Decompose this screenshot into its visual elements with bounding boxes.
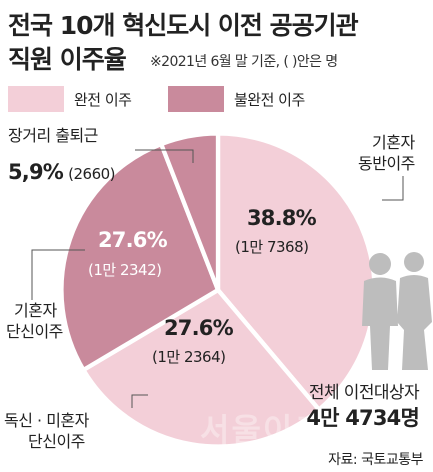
label-married-alone-l1: 기혼자: [14, 301, 57, 320]
chart-title-line2: 직원 이주율: [8, 45, 127, 74]
chart-title-line1: 전국 10개 혁신도시 이전 공공기관: [8, 11, 359, 40]
slice-count-married-alone: (1만 2342): [88, 261, 162, 279]
slice-married-with-family: [215, 131, 377, 413]
legend-label-incomplete: 불완전 이주: [234, 91, 305, 109]
label-commute-pct: 5,9%: [8, 160, 64, 184]
slice-pct-married-with-family: 38.8%: [247, 206, 317, 230]
chart-subnote: ※2021년 6월 말 기준, ( )안은 명: [150, 54, 338, 70]
slice-pct-single: 27.6%: [164, 316, 234, 340]
legend-label-complete: 완전 이주: [74, 91, 132, 109]
legend-swatch-complete: [8, 86, 64, 112]
total-value: 4만 4734명: [306, 406, 419, 430]
slice-count-single: (1만 2364): [152, 348, 226, 366]
source-note: 자료: 국토교통부: [328, 452, 423, 468]
slice-pct-married-alone: 27.6%: [98, 228, 168, 252]
label-married-with-family-l2: 동반이주: [358, 154, 415, 173]
label-commute-count: (2660): [68, 165, 116, 183]
legend-swatch-incomplete: [168, 86, 224, 112]
leader-line-married-alone: [31, 249, 85, 300]
leader-line-married-with-family: [382, 176, 404, 201]
total-label: 전체 이전대상자: [308, 383, 420, 403]
label-single-l1: 독신 · 미혼자: [4, 411, 89, 430]
leader-line-single: [131, 394, 148, 408]
slice-commute: [158, 131, 221, 291]
label-married-alone-l2: 단신이주: [6, 322, 63, 341]
label-commute-name: 장거리 출퇴근: [8, 126, 98, 145]
label-single-l2: 단신이주: [28, 432, 85, 451]
watermark: 서울이코: [200, 411, 326, 449]
leader-line-commute: [135, 149, 194, 163]
slice-single: [80, 287, 323, 449]
slice-married-alone: [59, 141, 221, 373]
label-married-with-family-l1: 기혼자: [372, 133, 415, 152]
family-people-icon: [362, 252, 432, 370]
slice-count-married-with-family: (1만 7368): [235, 238, 309, 256]
